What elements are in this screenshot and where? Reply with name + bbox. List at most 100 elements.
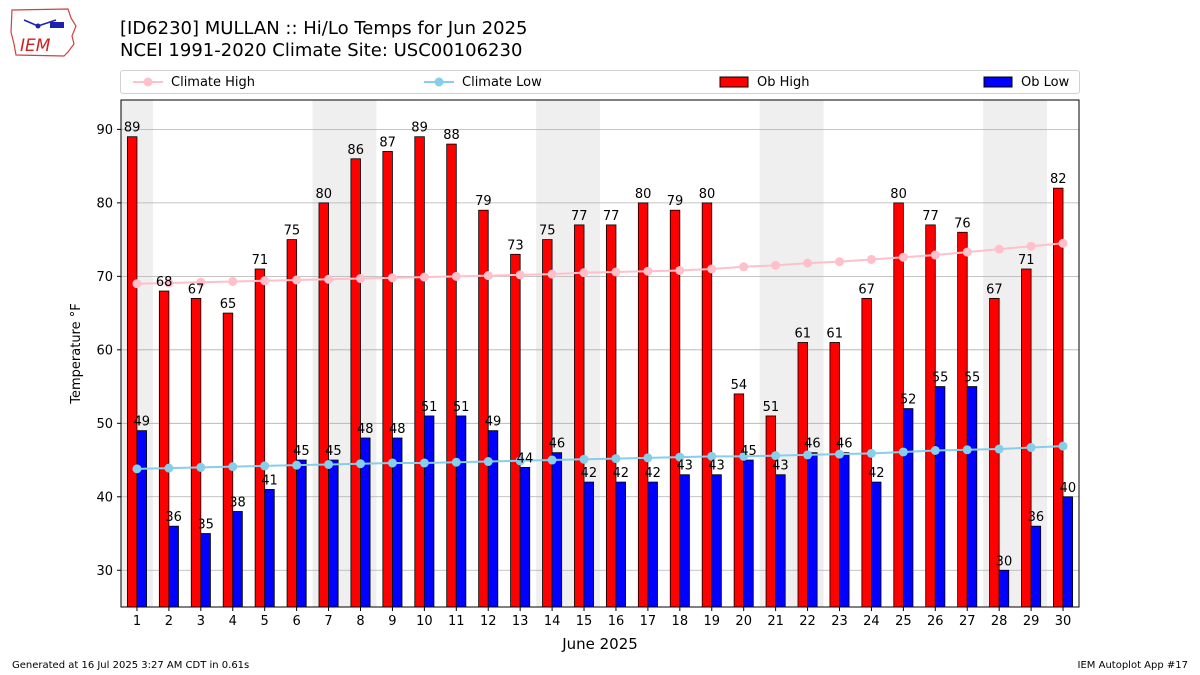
x-tick-label-11: 11 (448, 614, 465, 629)
x-tick-label-19: 19 (703, 614, 720, 629)
climate-low-line (136, 445, 1064, 470)
y-tick-label-50: 50 (96, 417, 113, 432)
x-tick-label-27: 27 (959, 614, 976, 629)
climate-high-point-day-4 (228, 276, 238, 286)
ob-high-label-day-22: 61 (795, 326, 812, 341)
ob-high-bar-day-2 (158, 290, 170, 608)
x-tick-label-4: 4 (229, 614, 237, 629)
gridlines (121, 128, 1079, 571)
legend-label-climate-high: Climate High (171, 74, 256, 90)
climate-high-point-day-17 (643, 266, 653, 276)
ob-high-label-day-26: 77 (922, 209, 939, 224)
ob-high-bar-day-9 (382, 151, 393, 608)
ob-high-label-day-13: 73 (507, 238, 524, 253)
ob-low-label-day-19: 43 (708, 459, 725, 474)
climate-high-point-day-6 (292, 275, 302, 285)
climate-high-point-day-24 (866, 254, 876, 264)
ob-low-label-day-3: 35 (197, 518, 214, 533)
iem-logo: IEM (8, 6, 80, 58)
climate-high-point-day-30 (1058, 238, 1068, 248)
climate-low-point-day-27 (962, 445, 972, 455)
ob-high-bar-day-6 (286, 239, 298, 608)
climate-low-point-day-2 (164, 463, 174, 473)
x-tick-label-3: 3 (197, 614, 205, 629)
ob-high-bar-day-19 (701, 202, 713, 608)
x-tick-label-20: 20 (735, 614, 752, 629)
legend-item-ob-high: Ob High (719, 73, 810, 91)
ob-low-label-day-4: 38 (229, 495, 246, 510)
ob-low-label-day-2: 36 (165, 510, 182, 525)
climate-low-point-day-30 (1058, 441, 1068, 451)
ob-low-bar-day-2 (168, 525, 179, 608)
climate-low-point-day-12 (483, 457, 493, 467)
x-tick-label-14: 14 (544, 614, 561, 629)
climate-high-point-day-15 (579, 268, 589, 278)
ob-high-label-day-16: 77 (603, 209, 620, 224)
legend-line-marker-icon (424, 77, 454, 87)
ob-high-label-day-14: 75 (539, 224, 556, 239)
x-tick-label-17: 17 (640, 614, 657, 629)
x-tick-label-18: 18 (672, 614, 689, 629)
climate-low-point-day-21 (771, 451, 781, 461)
ob-low-bar-day-11 (455, 415, 467, 608)
legend-label-climate-low: Climate Low (462, 74, 542, 90)
legend-bar-swatch-icon (983, 76, 1013, 88)
ob-low-bar-day-22 (807, 452, 818, 608)
ob-low-bar-day-17 (647, 481, 658, 608)
climate-low-point-day-4 (228, 462, 238, 472)
climate-high-point-day-7 (324, 274, 334, 284)
climate-high-point-day-13 (515, 270, 525, 280)
ob-low-bar-day-16 (615, 481, 626, 608)
climate-low-point-day-9 (387, 458, 397, 468)
climate-low-point-day-8 (356, 459, 365, 469)
climate-high-point-day-12 (483, 271, 493, 281)
y-tick-label-80: 80 (96, 196, 113, 211)
climate-high-point-day-25 (898, 252, 908, 262)
ob-high-bar-day-29 (1021, 268, 1032, 608)
chart-subtitle: NCEI 1991-2020 Climate Site: USC00106230 (120, 40, 523, 61)
ob-low-label-day-5: 41 (261, 473, 278, 488)
generated-timestamp: Generated at 16 Jul 2025 3:27 AM CDT in … (12, 660, 250, 671)
climate-high-point-day-20 (739, 262, 749, 272)
ob-high-label-day-6: 75 (284, 224, 301, 239)
ob-high-label-day-3: 67 (188, 282, 205, 297)
ob-low-bar-day-26 (934, 386, 946, 608)
ob-low-bar-day-6 (296, 459, 307, 608)
ob-high-label-day-20: 54 (731, 378, 748, 393)
ob-low-label-day-24: 42 (868, 466, 885, 481)
climate-high-point-day-11 (451, 271, 461, 281)
ob-high-bar-day-1 (126, 136, 138, 608)
climate-high-point-day-8 (356, 274, 365, 284)
ob-low-label-day-8: 48 (357, 422, 374, 437)
ob-high-label-day-11: 88 (443, 128, 460, 143)
ob-high-bar-day-7 (318, 202, 329, 608)
climate-low-point-day-20 (739, 451, 749, 461)
ob-low-bar-day-29 (1030, 525, 1042, 608)
climate-high-point-day-10 (419, 272, 429, 282)
ob-high-label-day-19: 80 (699, 187, 716, 202)
ob-low-label-day-30: 40 (1060, 481, 1077, 496)
ob-low-bar-day-1 (136, 430, 147, 608)
ob-high-label-day-9: 87 (379, 135, 396, 150)
ob-low-bar-day-23 (839, 452, 850, 608)
legend-line-marker-icon (133, 77, 163, 87)
legend-label-ob-low: Ob Low (1021, 74, 1070, 90)
climate-low-point-day-17 (643, 453, 653, 463)
iowa-state-outline-icon: IEM (10, 8, 77, 57)
chart-title: [ID6230] MULLAN :: Hi/Lo Temps for Jun 2… (120, 18, 528, 39)
ob-low-bar-day-14 (551, 452, 563, 608)
climate-high-point-day-5 (260, 276, 270, 286)
x-tick-label-29: 29 (1023, 614, 1040, 629)
ob-low-bar-day-27 (966, 386, 978, 608)
ob-low-label-day-13: 44 (517, 451, 534, 466)
ob-high-label-day-1: 89 (124, 121, 141, 136)
ob-high-label-day-25: 80 (890, 187, 907, 202)
ob-low-label-day-26: 55 (932, 371, 949, 386)
x-tick-label-25: 25 (895, 614, 912, 629)
climate-high-point-day-28 (994, 244, 1004, 254)
ob-low-bar-day-7 (328, 459, 339, 608)
ob-high-bar-day-22 (797, 342, 808, 608)
ob-low-bar-day-13 (519, 466, 531, 608)
ob-low-label-day-15: 42 (581, 466, 598, 481)
ob-low-label-day-21: 43 (772, 459, 789, 474)
